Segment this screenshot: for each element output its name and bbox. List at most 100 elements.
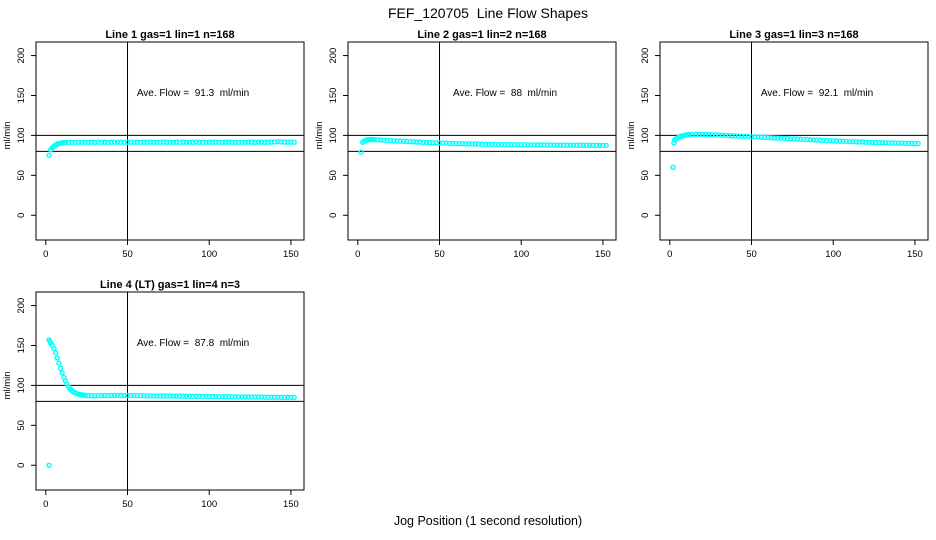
data-point	[275, 394, 281, 401]
data-point	[252, 139, 258, 146]
plot-area-line-2: 0 50 100 150 0 50 100 150 200 ml/min	[314, 41, 617, 260]
x-tick-label: 150	[907, 249, 923, 260]
y-tick-label: 50	[640, 170, 651, 181]
data-point	[213, 139, 219, 145]
y-tick-label: 100	[16, 377, 27, 393]
data-point	[462, 141, 469, 147]
y-tick-label: 100	[640, 127, 651, 143]
data-point	[469, 141, 475, 147]
data-point	[232, 139, 239, 145]
data-point	[391, 138, 397, 144]
y-axis-title: ml/min	[314, 121, 325, 149]
data-point	[242, 139, 248, 146]
panel-title: Line 2 gas=1 lin=2 n=168	[417, 29, 547, 41]
y-tick-label: 200	[16, 298, 27, 314]
data-point	[534, 142, 541, 148]
data-point	[742, 133, 748, 140]
data-point	[508, 141, 515, 148]
x-tick-label: 100	[201, 499, 217, 510]
data-point	[141, 392, 147, 399]
chart-title: FEF_120705 Line Flow Shapes	[387, 5, 588, 21]
reference-lines	[36, 292, 304, 490]
data-point	[814, 137, 820, 143]
data-point	[150, 393, 157, 399]
data-point	[597, 142, 603, 149]
data-point	[837, 138, 843, 144]
data-point	[440, 140, 446, 146]
data-point	[291, 394, 297, 401]
data-point	[98, 139, 105, 146]
y-tick-label: 150	[16, 338, 27, 354]
panel-line-3: 0 50 100 150 0 50 100 150 200 ml/min Line 3 gas=1…	[624, 28, 936, 268]
x-tick-label: 100	[825, 249, 841, 260]
panel-title: Line 3 gas=1 lin=3 n=168	[729, 29, 859, 41]
data-point	[118, 139, 124, 145]
data-point	[203, 393, 209, 400]
data-point	[118, 392, 124, 399]
data-point	[557, 142, 564, 148]
y-axis: 0 50 100 150 200 ml/min	[2, 48, 36, 218]
data-point	[909, 140, 915, 147]
x-tick-label: 100	[201, 249, 217, 260]
data-point	[262, 394, 268, 400]
data-point	[229, 394, 235, 400]
data-point	[600, 142, 606, 149]
plot-area-line-3: 0 50 100 150 0 50 100 150 200 ml/min	[626, 41, 929, 260]
data-point	[255, 394, 261, 400]
data-point	[400, 138, 407, 145]
data-point	[703, 131, 709, 138]
y-tick-label: 0	[328, 213, 339, 218]
data-point	[128, 392, 134, 399]
data-point	[57, 365, 64, 371]
data-point	[774, 135, 781, 141]
data-series	[358, 136, 609, 155]
data-point	[752, 134, 758, 140]
data-point	[564, 142, 570, 148]
x-axis-outer-label: Jog Position (1 second resolution)	[393, 514, 583, 528]
data-point	[160, 139, 167, 145]
y-tick-label: 50	[328, 170, 339, 181]
data-point	[190, 139, 196, 145]
x-tick-label: 0	[355, 249, 360, 260]
data-point	[235, 394, 242, 400]
x-tick-label: 150	[283, 499, 299, 510]
data-point	[827, 137, 833, 144]
data-point	[128, 139, 134, 145]
data-point	[232, 394, 239, 400]
data-point	[56, 360, 62, 366]
data-point	[515, 142, 521, 148]
data-point	[570, 142, 577, 148]
y-tick-label: 200	[328, 48, 339, 64]
y-axis-title: ml/min	[2, 371, 13, 399]
y-tick-label: 150	[16, 88, 27, 104]
data-point	[98, 392, 105, 399]
data-point	[525, 142, 531, 148]
data-point	[560, 142, 567, 148]
x-tick-label: 0	[43, 249, 48, 260]
data-point	[886, 140, 892, 146]
data-point	[180, 139, 186, 145]
data-point	[213, 393, 219, 400]
plot-box	[35, 41, 305, 241]
data-point	[712, 132, 719, 138]
data-point	[54, 355, 60, 361]
data-point	[593, 142, 600, 149]
data-point	[804, 136, 810, 143]
data-point	[291, 139, 297, 145]
data-point	[732, 133, 738, 139]
data-point	[866, 139, 872, 146]
data-point	[186, 393, 193, 400]
ave-flow-annotation: Ave. Flow = 87.8 ml/min	[136, 338, 250, 349]
data-point	[88, 139, 95, 145]
panel-title: Line 4 (LT) gas=1 lin=4 n=3	[99, 279, 241, 291]
y-tick-label: 50	[16, 170, 27, 181]
data-point	[170, 393, 177, 399]
data-point	[430, 140, 436, 146]
data-point	[587, 142, 593, 149]
panel-title: Line 1 gas=1 lin=1 n=168	[105, 29, 235, 41]
data-point	[108, 139, 114, 145]
data-series	[46, 337, 297, 469]
x-tick-label: 50	[746, 249, 757, 260]
x-tick-label: 50	[122, 499, 133, 510]
data-point	[144, 393, 150, 399]
